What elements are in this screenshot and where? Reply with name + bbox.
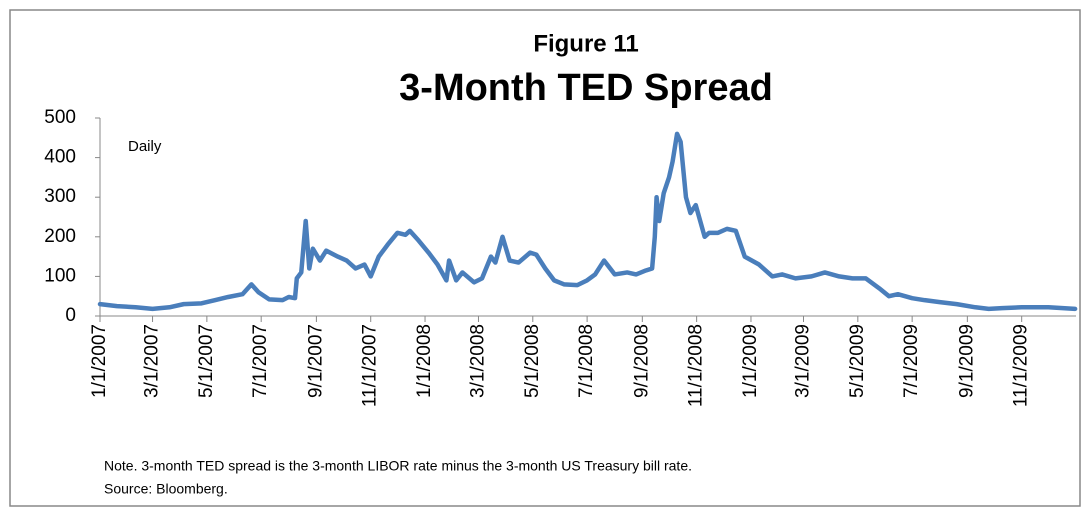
x-tick-label: 11/1/2009 <box>1011 324 1032 407</box>
y-tick-label: 200 <box>44 226 76 247</box>
annotation: Daily <box>128 138 162 155</box>
data-line <box>97 131 1078 312</box>
x-tick-label: 9/1/2008 <box>631 324 652 398</box>
source: Source: Bloomberg. <box>104 481 228 497</box>
y-tick-label: 300 <box>44 186 76 207</box>
x-tick-label: 3/1/2007 <box>142 324 163 398</box>
chart-title: 3-Month TED Spread <box>399 67 773 109</box>
y-tick-label: 100 <box>44 265 76 286</box>
note: Note. 3-month TED spread is the 3-month … <box>104 458 692 474</box>
x-tick-label: 7/1/2009 <box>901 324 922 398</box>
x-tick-label: 5/1/2007 <box>196 324 217 398</box>
chart-frame <box>9 9 1081 507</box>
x-tick-label: 9/1/2007 <box>305 324 326 398</box>
x-tick-label: 3/1/2008 <box>467 324 488 398</box>
x-tick-label: 5/1/2008 <box>522 324 543 398</box>
x-tick-label: 7/1/2007 <box>250 324 271 398</box>
x-tick-label: 1/1/2007 <box>89 324 110 398</box>
y-tick-label: 500 <box>44 107 76 128</box>
x-tick-label: 1/1/2009 <box>740 324 761 398</box>
figure-label: Figure 11 <box>533 30 638 57</box>
x-tick-label: 7/1/2008 <box>576 324 597 398</box>
x-tick-label: 9/1/2009 <box>956 324 977 398</box>
x-tick-label: 5/1/2009 <box>847 324 868 398</box>
x-tick-label: 3/1/2009 <box>793 324 814 398</box>
y-tick-label: 400 <box>44 147 76 168</box>
x-tick-label: 11/1/2008 <box>686 324 707 407</box>
x-tick-label: 1/1/2008 <box>414 324 435 398</box>
x-tick-label: 11/1/2007 <box>360 324 381 407</box>
y-tick-label: 0 <box>65 305 76 326</box>
